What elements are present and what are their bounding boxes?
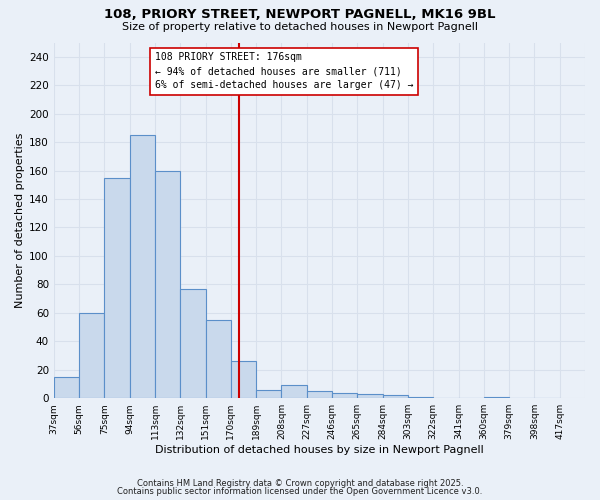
Bar: [332, 392, 358, 398]
Bar: [206, 320, 231, 398]
Bar: [281, 386, 307, 398]
Bar: [307, 391, 332, 398]
Bar: [383, 396, 408, 398]
Bar: [79, 313, 104, 398]
Bar: [104, 178, 130, 398]
X-axis label: Distribution of detached houses by size in Newport Pagnell: Distribution of detached houses by size …: [155, 445, 484, 455]
Text: Contains public sector information licensed under the Open Government Licence v3: Contains public sector information licen…: [118, 487, 482, 496]
Bar: [408, 397, 433, 398]
Bar: [256, 390, 281, 398]
Bar: [155, 170, 180, 398]
Bar: [180, 288, 206, 398]
Bar: [484, 397, 509, 398]
Bar: [130, 135, 155, 398]
Text: Contains HM Land Registry data © Crown copyright and database right 2025.: Contains HM Land Registry data © Crown c…: [137, 478, 463, 488]
Text: 108 PRIORY STREET: 176sqm
← 94% of detached houses are smaller (711)
6% of semi-: 108 PRIORY STREET: 176sqm ← 94% of detac…: [155, 52, 413, 90]
Text: Size of property relative to detached houses in Newport Pagnell: Size of property relative to detached ho…: [122, 22, 478, 32]
Bar: [231, 361, 256, 398]
Text: 108, PRIORY STREET, NEWPORT PAGNELL, MK16 9BL: 108, PRIORY STREET, NEWPORT PAGNELL, MK1…: [104, 8, 496, 20]
Y-axis label: Number of detached properties: Number of detached properties: [15, 132, 25, 308]
Bar: [54, 377, 79, 398]
Bar: [358, 394, 383, 398]
